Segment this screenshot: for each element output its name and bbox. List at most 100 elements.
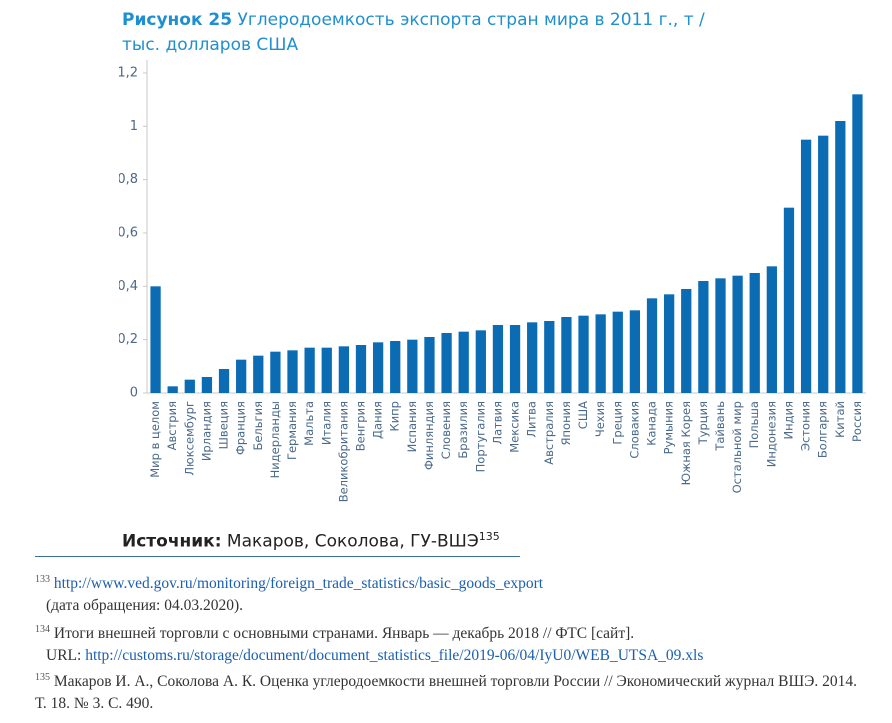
bar (458, 331, 469, 393)
bar (852, 94, 863, 393)
bar (544, 321, 555, 393)
x-tick-label: Турция (696, 401, 710, 445)
y-tick-label: 0,2 (117, 332, 138, 347)
y-tick-label: 1 (130, 119, 138, 134)
y-tick-label: 0,6 (117, 226, 138, 241)
x-tick-label: Остальной мир (730, 401, 744, 493)
x-tick-label: Ирландия (199, 401, 213, 461)
footnote-url-label: URL: (46, 647, 82, 665)
footnote-link[interactable]: http://www.ved.gov.ru/monitoring/foreign… (53, 575, 544, 593)
bar (698, 281, 709, 393)
bar (629, 310, 641, 393)
bar (372, 342, 384, 393)
y-tick-label: 1,2 (117, 66, 138, 81)
x-tick-label: Эстония (799, 401, 813, 451)
y-axis-labels: 0 0,2 0,4 0,6 0,8 1 1,2 (117, 66, 138, 401)
x-tick-label: Бельгия (251, 401, 265, 451)
bar (509, 325, 521, 393)
x-tick-label: Великобритания (336, 401, 350, 502)
bar (287, 350, 298, 393)
footnote-text: Макаров И. А., Соколова А. К. Оценка угл… (35, 673, 857, 713)
x-tick-label: Венгрия (353, 401, 367, 451)
bar (321, 347, 332, 393)
bar (407, 339, 418, 393)
x-tick-label: Япония (559, 401, 573, 445)
bar (715, 278, 726, 393)
footnote-link[interactable]: http://customs.ru/storage/document/docum… (85, 647, 704, 665)
source: Источник: Макаров, Соколова, ГУ-ВШЭ135 (122, 530, 500, 552)
x-tick-label: Греция (610, 401, 624, 445)
bar (527, 322, 538, 393)
chart: 0 0,2 0,4 0,6 0,8 1 1,2 Мир в целом Австрия Люкс… (117, 60, 866, 502)
x-tick-label: Мир в целом (148, 401, 162, 478)
x-tick-label: Тайвань (713, 401, 727, 452)
x-tick-label: Латвия (490, 401, 504, 445)
x-tick-label: Кипр (388, 401, 402, 431)
chart-title: Рисунок 25 Углеродоемкость экспорта стра… (122, 8, 722, 58)
bar (304, 347, 315, 393)
bar (441, 333, 452, 393)
x-tick-label: Люксембург (182, 401, 196, 476)
x-tick-label: Болгария (816, 401, 830, 458)
footnote: 135 Макаров И. А., Соколова А. К. Оценка… (35, 667, 865, 715)
bar (150, 286, 161, 393)
x-tick-label: Нидерланды (268, 401, 282, 478)
bar (612, 311, 623, 393)
bar (578, 315, 589, 393)
x-tick-label: Австрия (165, 401, 179, 450)
bar (800, 139, 812, 393)
x-tick-label: Италия (319, 401, 333, 445)
footnote-number: 134 (35, 624, 50, 635)
footnote: 134 Итоги внешней торговли с основными с… (35, 619, 703, 667)
footnote-text: Итоги внешней торговли с основными стран… (53, 625, 635, 643)
x-tick-label: Словакия (627, 401, 641, 459)
bar (424, 337, 435, 393)
bar (646, 298, 658, 393)
figure-label: Рисунок 25 (122, 10, 233, 30)
x-tick-label: Индонезия (764, 401, 778, 467)
bar (766, 266, 777, 393)
bar (270, 351, 281, 393)
x-tick-label: Мальта (302, 401, 316, 446)
footnote-text: (дата обращения: 04.03.2020). (46, 597, 244, 615)
x-tick-label: Китай (833, 401, 847, 438)
x-tick-label: Мексика (508, 401, 522, 453)
footnote: 133 http://www.ved.gov.ru/monitoring/for… (35, 569, 543, 617)
bar (783, 207, 795, 393)
x-tick-label: Канада (645, 401, 659, 446)
x-tick-label: Испания (405, 401, 419, 452)
x-tick-label: Финляндия (422, 401, 436, 470)
x-tick-label: Литва (525, 401, 539, 438)
bar (390, 341, 401, 393)
bar (663, 294, 675, 393)
bar (218, 369, 230, 393)
y-tick-label: 0,8 (117, 172, 138, 187)
x-tick-label: Чехия (593, 401, 607, 437)
bar (355, 345, 367, 393)
x-tick-label: США (576, 401, 590, 429)
x-tick-label: Южная Корея (679, 401, 693, 485)
separator (35, 556, 520, 557)
bar (236, 359, 247, 393)
bar (818, 135, 829, 393)
x-tick-label: Германия (285, 401, 299, 460)
bar (338, 346, 350, 393)
x-tick-label: Австралия (542, 401, 556, 465)
x-tick-label: Польша (747, 401, 761, 448)
x-tick-label: Бразилия (456, 401, 470, 459)
bar (167, 386, 178, 393)
bar (681, 289, 692, 393)
x-tick-label: Словения (439, 401, 453, 459)
title-text: Углеродоемкость экспорта стран мира в 20… (122, 10, 705, 55)
footnote-number: 133 (35, 574, 50, 585)
source-note: 135 (478, 530, 500, 543)
x-tick-label: Россия (850, 401, 864, 442)
x-tick-label: Португалия (473, 401, 487, 472)
x-tick-label: Швеция (217, 401, 231, 449)
bar (184, 379, 195, 393)
source-text: Макаров, Соколова, ГУ-ВШЭ (226, 531, 479, 552)
bar (561, 317, 572, 393)
bar (732, 275, 743, 393)
x-tick-label: Индия (781, 401, 795, 439)
